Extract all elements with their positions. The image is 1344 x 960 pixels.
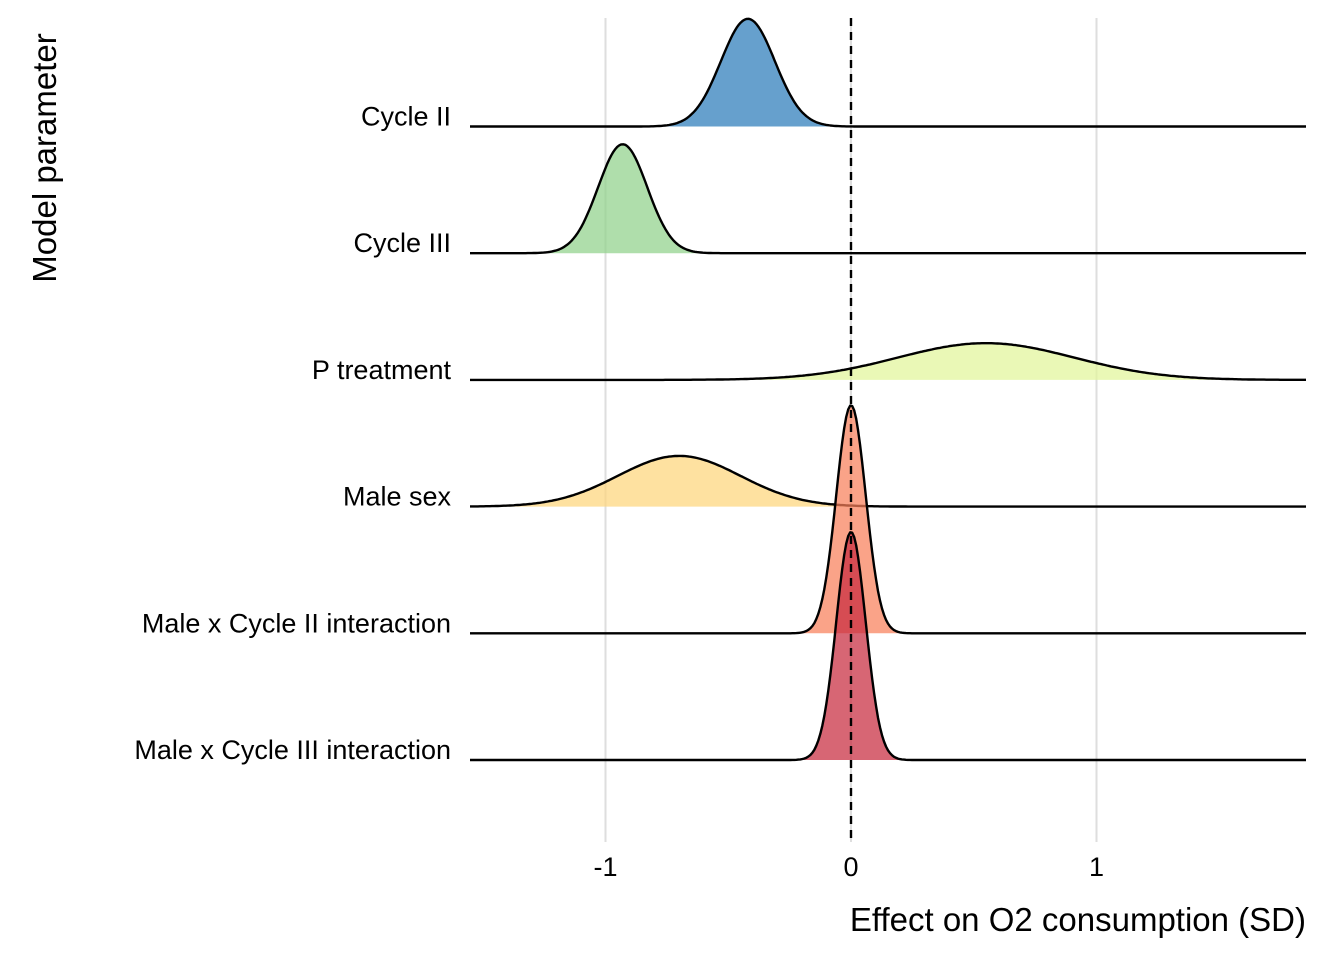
category-label: Male sex: [343, 482, 452, 512]
x-tick-label: 0: [843, 852, 858, 882]
y-axis-title: Model parameter: [26, 33, 63, 282]
ridge-outline: [470, 143, 1306, 255]
ridge-outline: [470, 531, 1306, 762]
ridge-fill: [470, 343, 1306, 380]
x-tick-labels: -1 0 1: [593, 852, 1104, 882]
x-tick-label: -1: [593, 852, 617, 882]
ridge-outline: [470, 342, 1306, 382]
category-label: Male x Cycle III interaction: [134, 735, 451, 765]
ridges: [470, 17, 1306, 762]
ridge-fill: [470, 532, 1306, 760]
ridge-outline: [470, 454, 1306, 508]
x-axis-title: Effect on O2 consumption (SD): [850, 901, 1306, 938]
ridge-fill: [470, 405, 1306, 634]
ridge-fill: [470, 455, 1306, 507]
ridge-outline: [470, 17, 1306, 128]
category-label: Cycle III: [353, 228, 451, 258]
category-label: P treatment: [312, 355, 452, 385]
ridge-outline: [470, 404, 1306, 635]
category-label: Cycle II: [361, 102, 451, 132]
x-tick-label: 1: [1089, 852, 1104, 882]
category-label: Male x Cycle II interaction: [142, 608, 451, 638]
category-labels: Cycle II Cycle III P treatment Male sex Male…: [134, 102, 451, 766]
ridge-fill: [470, 144, 1306, 254]
ridge-fill: [470, 18, 1306, 127]
